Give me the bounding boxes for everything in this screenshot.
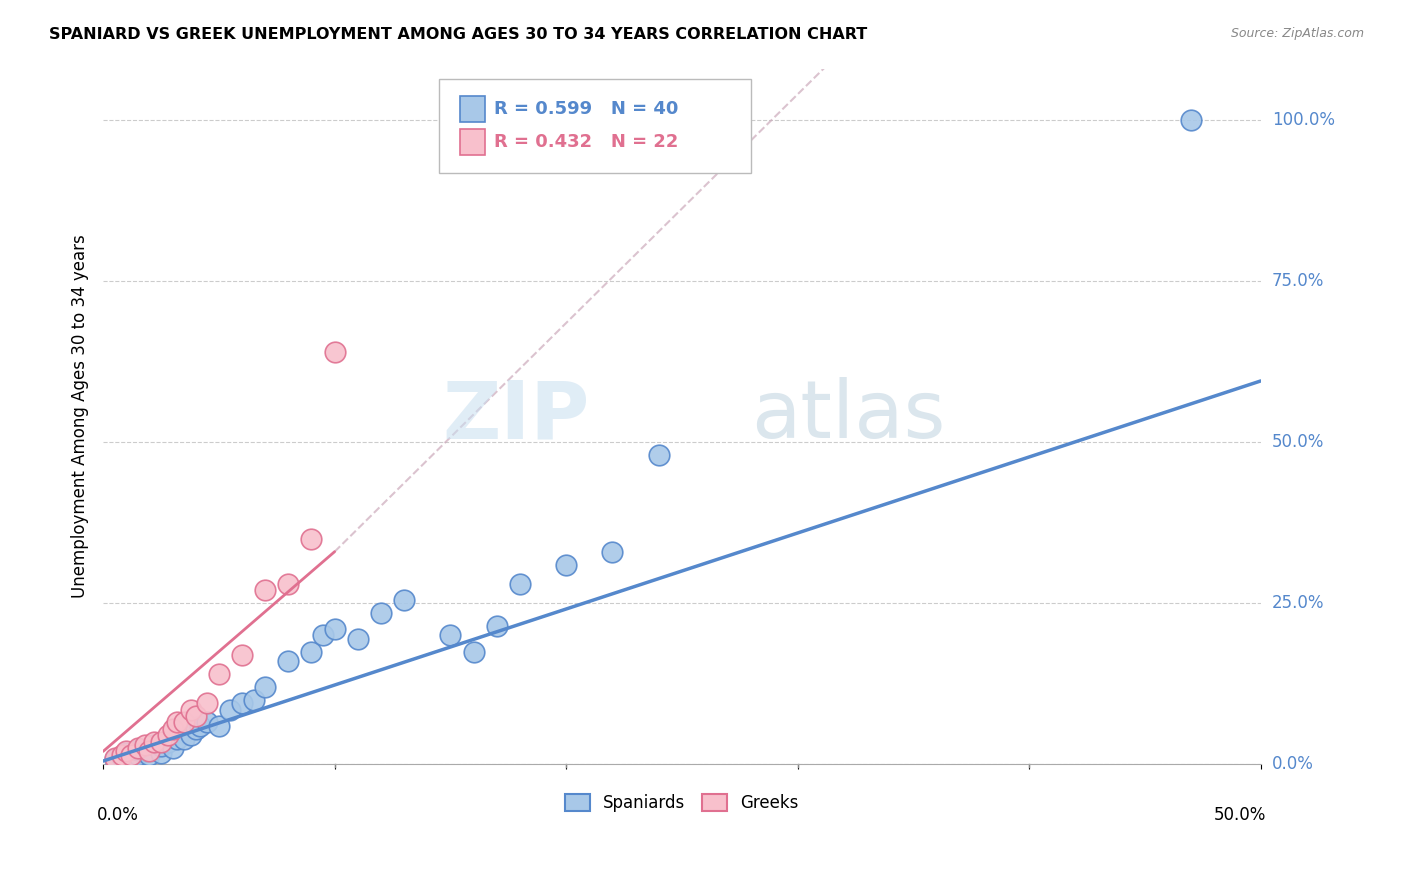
Point bbox=[104, 752, 127, 766]
Text: 75.0%: 75.0% bbox=[1272, 272, 1324, 290]
Point bbox=[134, 744, 156, 758]
Point bbox=[180, 702, 202, 716]
Point bbox=[156, 728, 179, 742]
Text: R = 0.599   N = 40: R = 0.599 N = 40 bbox=[495, 100, 679, 118]
Point bbox=[208, 667, 231, 681]
Point bbox=[138, 744, 160, 758]
Bar bbox=[460, 95, 485, 122]
Point bbox=[150, 735, 173, 749]
Point bbox=[242, 693, 264, 707]
Point bbox=[323, 345, 346, 359]
Point bbox=[134, 738, 156, 752]
Point bbox=[127, 743, 149, 757]
Point bbox=[184, 709, 207, 723]
Point bbox=[166, 731, 188, 746]
Point bbox=[162, 741, 184, 756]
Text: 0.0%: 0.0% bbox=[97, 806, 139, 824]
Point bbox=[184, 722, 207, 736]
Point bbox=[254, 680, 277, 694]
Point bbox=[173, 715, 195, 730]
Point bbox=[120, 747, 142, 762]
Point bbox=[180, 728, 202, 742]
Point bbox=[127, 741, 149, 756]
Text: R = 0.432   N = 22: R = 0.432 N = 22 bbox=[495, 133, 679, 152]
Point bbox=[648, 448, 671, 462]
Y-axis label: Unemployment Among Ages 30 to 34 years: Unemployment Among Ages 30 to 34 years bbox=[72, 235, 89, 599]
Point bbox=[120, 751, 142, 765]
Point bbox=[301, 532, 323, 546]
Point bbox=[463, 644, 485, 658]
Text: 50.0%: 50.0% bbox=[1213, 806, 1267, 824]
Point bbox=[166, 715, 188, 730]
Text: 25.0%: 25.0% bbox=[1272, 594, 1324, 612]
Point bbox=[162, 722, 184, 736]
Point bbox=[138, 741, 160, 756]
Point bbox=[231, 696, 253, 710]
Point bbox=[392, 593, 415, 607]
Point bbox=[231, 648, 253, 662]
Point bbox=[1180, 113, 1202, 128]
Point bbox=[143, 738, 166, 752]
Text: 0.0%: 0.0% bbox=[1272, 756, 1313, 773]
Point bbox=[111, 749, 134, 764]
Point bbox=[195, 715, 218, 730]
Point bbox=[156, 735, 179, 749]
Point bbox=[370, 606, 392, 620]
Point bbox=[115, 744, 138, 758]
Point bbox=[208, 718, 231, 732]
Bar bbox=[460, 129, 485, 155]
Point bbox=[602, 544, 624, 558]
Legend: Spaniards, Greeks: Spaniards, Greeks bbox=[558, 787, 806, 819]
Point bbox=[555, 558, 578, 572]
Point bbox=[254, 583, 277, 598]
Point bbox=[104, 751, 127, 765]
Point bbox=[301, 644, 323, 658]
Text: 100.0%: 100.0% bbox=[1272, 112, 1334, 129]
Point bbox=[190, 718, 212, 732]
Point bbox=[346, 632, 368, 646]
Text: atlas: atlas bbox=[751, 377, 946, 456]
Point bbox=[127, 747, 149, 762]
FancyBboxPatch shape bbox=[439, 79, 751, 173]
Point bbox=[173, 731, 195, 746]
Text: SPANIARD VS GREEK UNEMPLOYMENT AMONG AGES 30 TO 34 YEARS CORRELATION CHART: SPANIARD VS GREEK UNEMPLOYMENT AMONG AGE… bbox=[49, 27, 868, 42]
Text: Source: ZipAtlas.com: Source: ZipAtlas.com bbox=[1230, 27, 1364, 40]
Point bbox=[115, 746, 138, 760]
Text: ZIP: ZIP bbox=[441, 377, 589, 456]
Point bbox=[143, 735, 166, 749]
Point bbox=[312, 628, 335, 642]
Point bbox=[323, 622, 346, 636]
Text: 50.0%: 50.0% bbox=[1272, 434, 1324, 451]
Point bbox=[138, 747, 160, 762]
Point bbox=[277, 577, 299, 591]
Point bbox=[111, 747, 134, 762]
Point bbox=[277, 654, 299, 668]
Point bbox=[439, 628, 461, 642]
Point bbox=[509, 577, 531, 591]
Point bbox=[219, 702, 242, 716]
Point bbox=[150, 739, 173, 754]
Point bbox=[150, 746, 173, 760]
Point bbox=[195, 696, 218, 710]
Point bbox=[485, 619, 508, 633]
